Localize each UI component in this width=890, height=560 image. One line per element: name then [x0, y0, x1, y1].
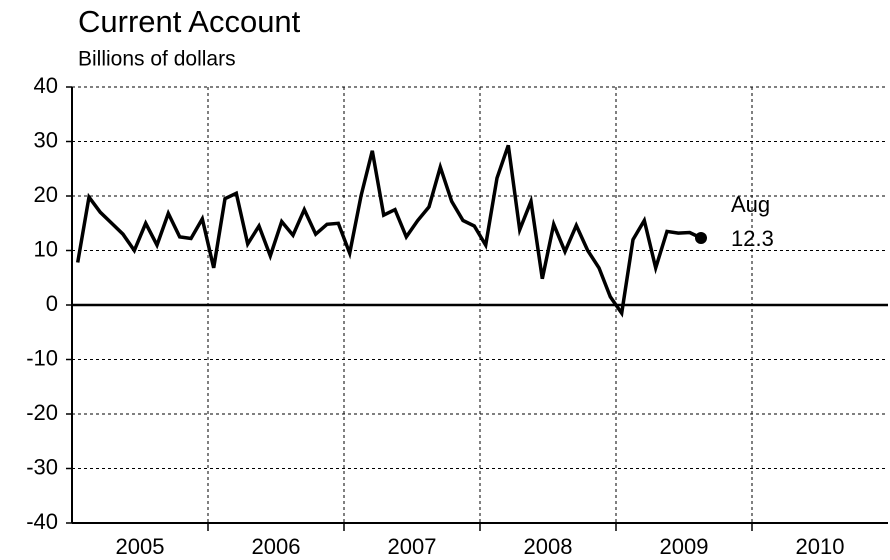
- x-tick-label: 2007: [388, 534, 437, 559]
- chart-subtitle: Billions of dollars: [78, 48, 236, 71]
- chart-title: Current Account: [78, 4, 301, 39]
- value-label: 12.3: [731, 226, 774, 251]
- y-tick-label: 20: [34, 182, 58, 207]
- x-tick-label: 2009: [660, 534, 709, 559]
- x-tick-label: 2008: [524, 534, 573, 559]
- y-tick-label: -30: [26, 454, 58, 479]
- end-point: [695, 231, 707, 244]
- y-tick-label: 10: [34, 236, 58, 261]
- annotation: Aug: [731, 192, 770, 217]
- y-tick-label: -40: [26, 509, 58, 534]
- y-tick-label: 30: [34, 127, 58, 152]
- y-tick-label: 0: [46, 291, 58, 316]
- y-tick-label: -20: [26, 400, 58, 425]
- x-tick-label: 2010: [796, 534, 845, 559]
- y-tick-label: -10: [26, 345, 58, 370]
- x-tick-label: 2006: [252, 534, 301, 559]
- x-tick-label: 2005: [116, 534, 165, 559]
- y-tick-label: 40: [34, 73, 58, 98]
- data-line: [75, 144, 702, 318]
